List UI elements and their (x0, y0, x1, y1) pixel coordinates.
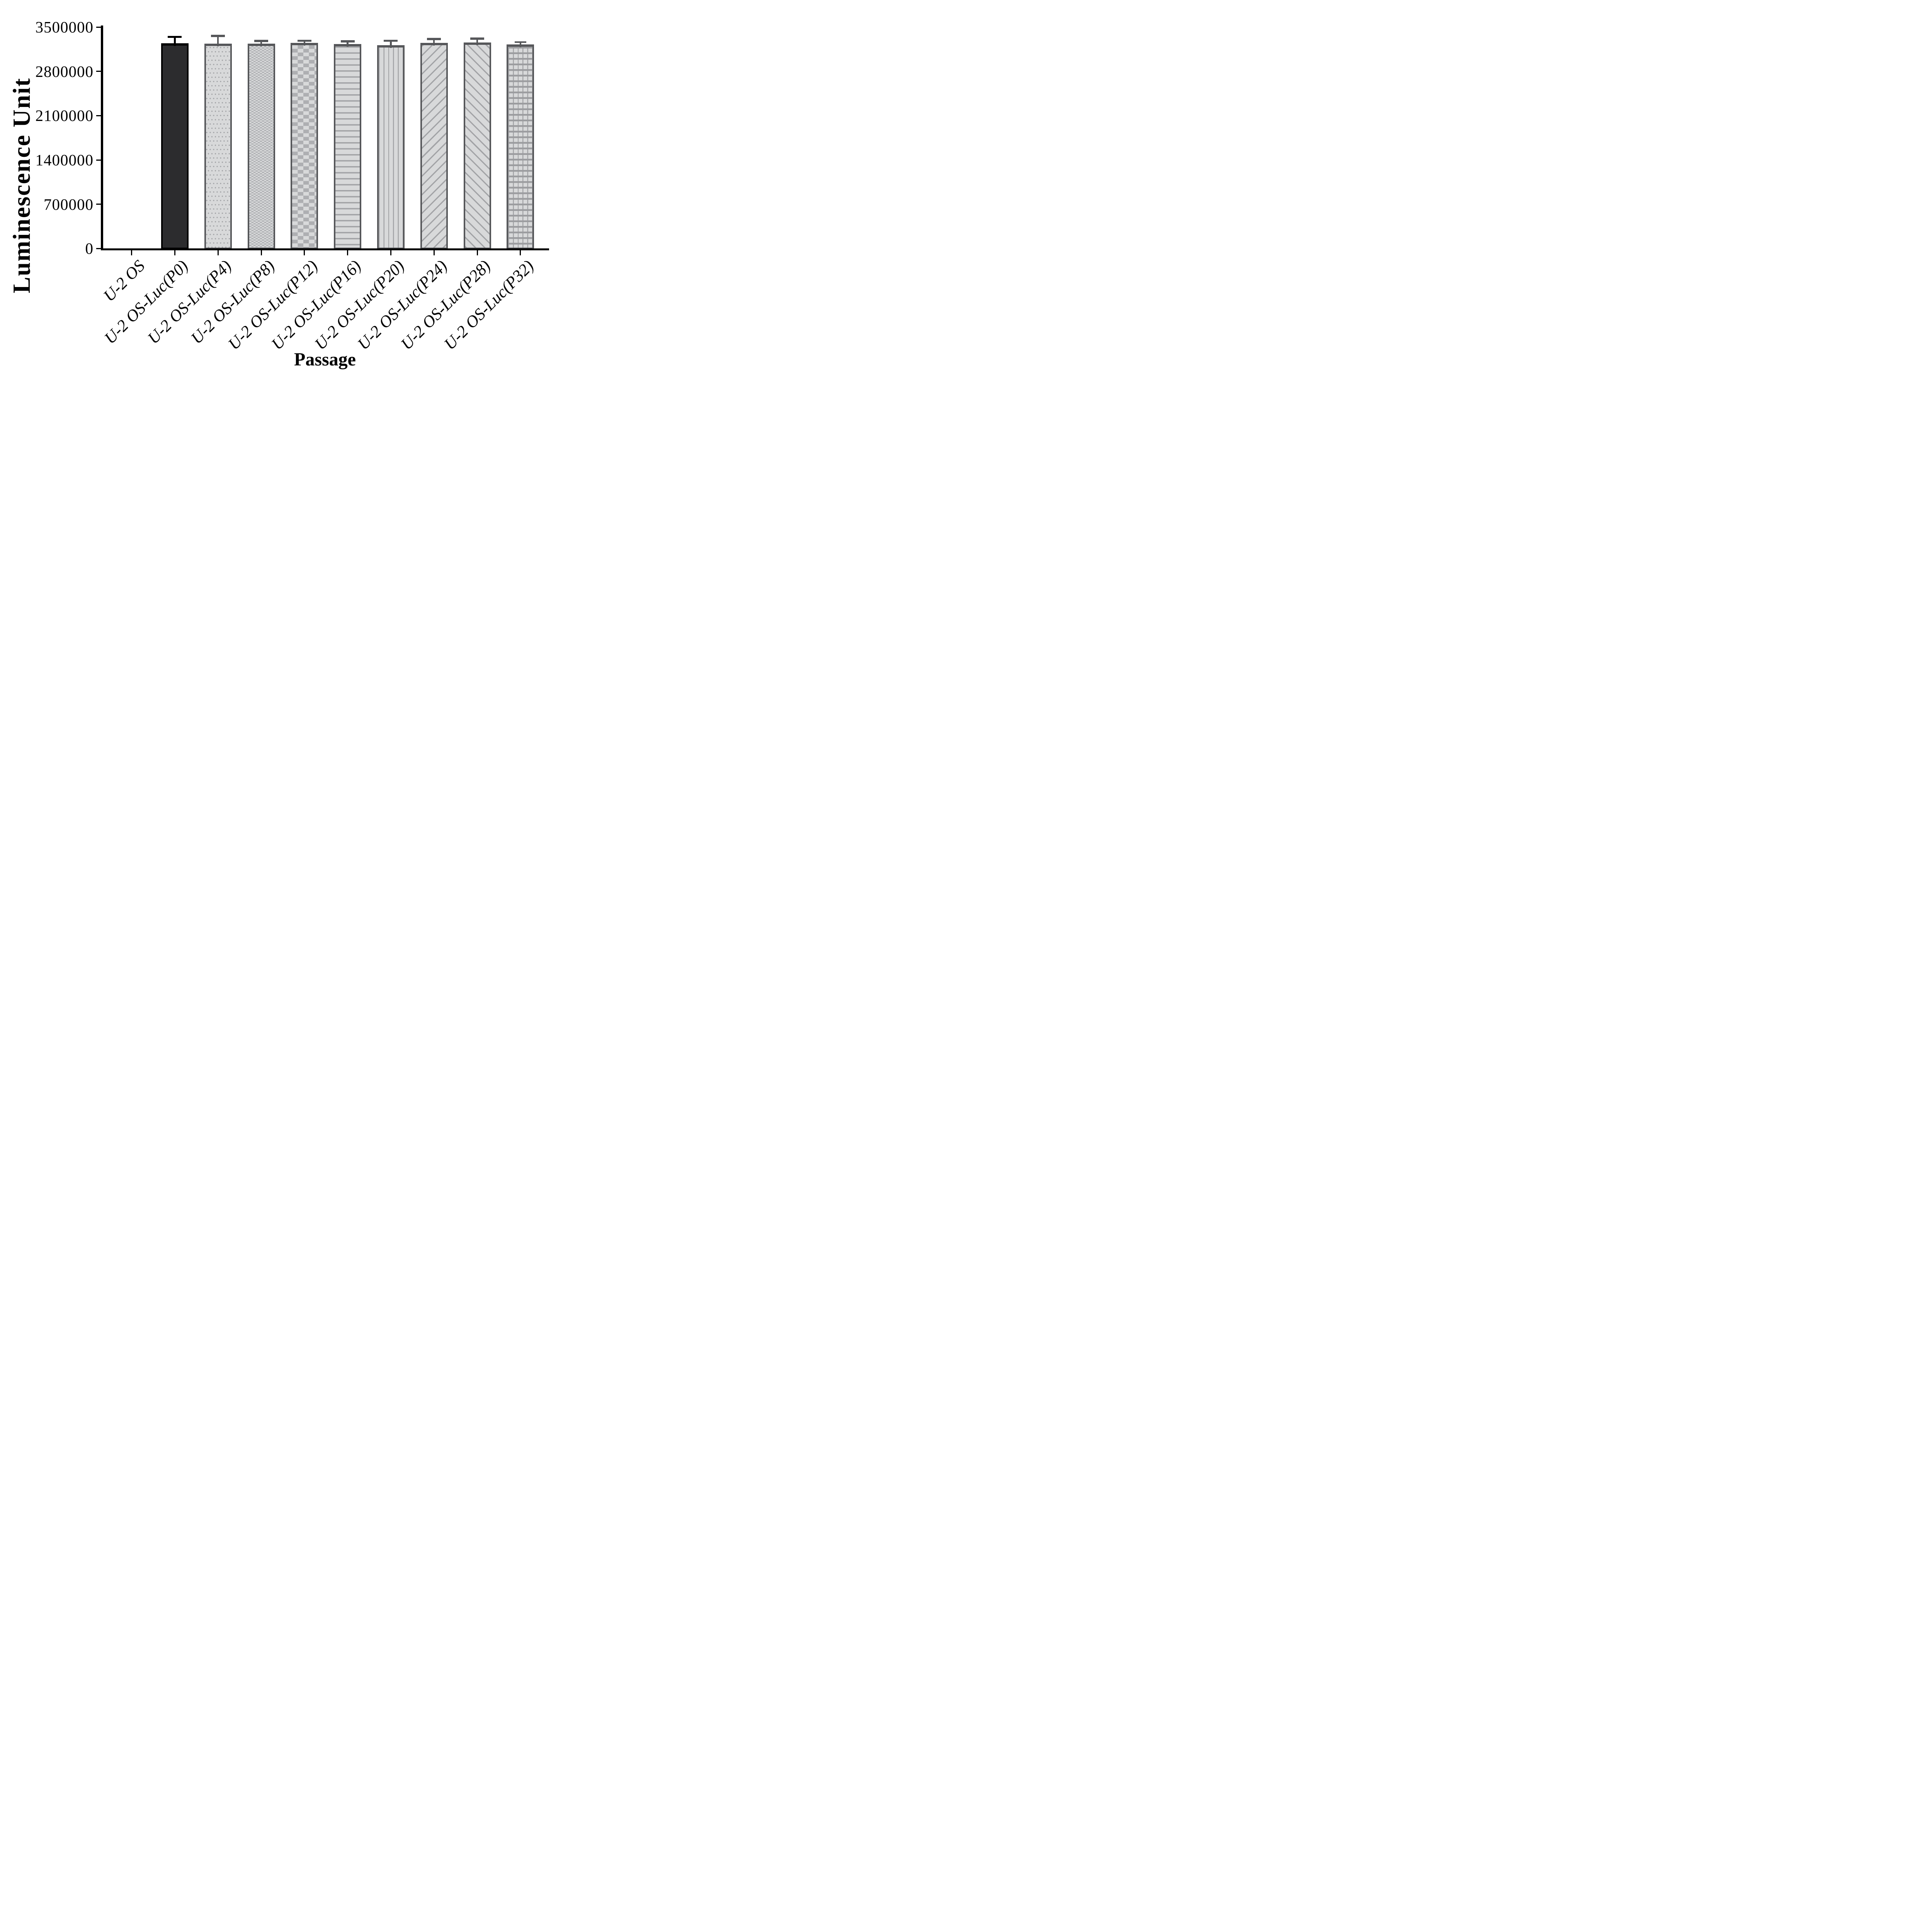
x-tick-mark (304, 250, 305, 255)
bar-u-2-os-luc-p16 (334, 44, 362, 249)
error-bar-cap (254, 40, 268, 42)
y-tick-mark (96, 204, 101, 205)
bar-u-2-os-luc-p12 (291, 42, 318, 249)
x-axis-line (101, 248, 549, 250)
x-tick-mark (520, 250, 521, 255)
y-tick-label: 700000 (44, 195, 94, 213)
y-tick-mark (96, 26, 101, 28)
y-tick-mark (96, 71, 101, 72)
error-bar-whisker (217, 36, 219, 46)
error-bar-whisker (303, 41, 306, 46)
error-bar-cap (211, 35, 225, 37)
x-tick-mark (433, 250, 435, 255)
error-bar-whisker (260, 41, 262, 47)
x-axis-title: Passage (294, 349, 356, 370)
bar-u-2-os-luc-p28 (463, 42, 491, 249)
error-bar-cap (297, 39, 311, 42)
y-axis-line (101, 25, 103, 250)
x-tick-mark (260, 250, 262, 255)
error-bar-whisker (347, 42, 349, 47)
y-tick-label: 3500000 (35, 18, 94, 36)
y-tick-mark (96, 159, 101, 161)
x-tick-mark (476, 250, 478, 255)
error-bar-cap (168, 36, 182, 38)
y-tick-label: 0 (85, 240, 94, 258)
y-tick-mark (96, 115, 101, 116)
bar-chart: Luminescence Unit Passage 0 700000 1400000… (0, 0, 567, 385)
error-bar-cap (384, 39, 398, 42)
error-bar-whisker (476, 39, 478, 45)
bar-u-2-os-luc-p8 (247, 44, 275, 249)
x-tick-mark (347, 250, 349, 255)
bar-u-2-os-luc-p4 (204, 43, 232, 249)
error-bar-whisker (390, 41, 392, 48)
error-bar-cap (340, 40, 355, 42)
bar-u-2-os-luc-p0 (161, 43, 189, 249)
error-bar-whisker (174, 37, 176, 46)
bar-u-2-os-luc-p24 (420, 43, 448, 249)
bar-u-2-os-luc-p32 (507, 44, 534, 249)
x-tick-mark (390, 250, 391, 255)
x-tick-mark (174, 250, 175, 255)
error-bar-cap (470, 37, 484, 40)
bar-u-2-os-luc-p20 (377, 45, 405, 249)
error-bar-whisker (520, 42, 521, 48)
y-tick-label: 1400000 (35, 151, 94, 169)
x-tick-mark (217, 250, 219, 255)
error-bar-cap (514, 41, 526, 43)
y-tick-label: 2100000 (35, 107, 94, 125)
error-bar-whisker (433, 39, 435, 46)
x-tick-mark (131, 250, 133, 255)
y-tick-label: 2800000 (35, 62, 94, 80)
error-bar-cap (427, 38, 441, 40)
y-tick-mark (96, 248, 101, 249)
plot-area: 0 700000 1400000 2100000 2800000 3500000 U-2 O… (0, 0, 567, 385)
